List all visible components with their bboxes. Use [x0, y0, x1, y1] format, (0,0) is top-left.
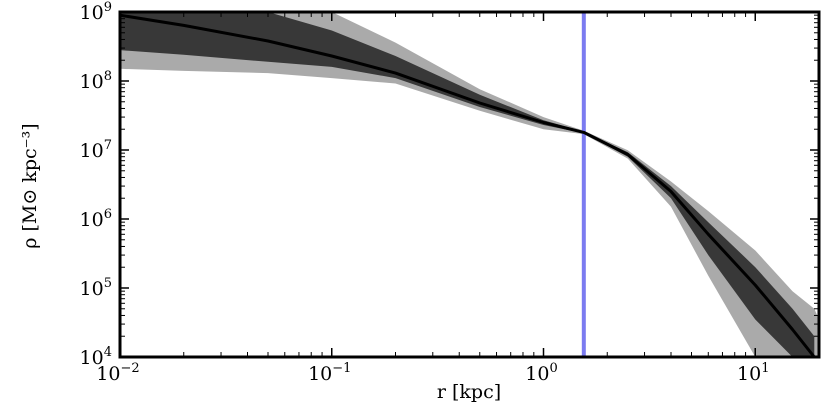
- median-layer: [120, 13, 816, 357]
- y-tick-label: 106: [80, 207, 112, 231]
- confidence-bands: [120, 12, 819, 357]
- x-tick-label: 10−1: [308, 361, 351, 385]
- y-tick-label: 105: [80, 276, 112, 300]
- y-tick-label: 109: [80, 0, 112, 24]
- y-tick-label: 104: [80, 345, 112, 369]
- x-tick-label: 101: [737, 361, 769, 385]
- outer-band: [120, 12, 819, 357]
- inner-band: [120, 12, 815, 357]
- y-tick-label: 108: [80, 69, 112, 93]
- plot-frame: [118, 10, 821, 359]
- y-axis-ticks: 104 105 106 107 108 109: [80, 0, 819, 369]
- y-axis-label: ρ [M⊙ kpc⁻³]: [19, 123, 41, 248]
- x-axis-label: r [kpc]: [437, 381, 501, 403]
- median-line: [120, 13, 816, 357]
- y-tick-label: 107: [80, 138, 112, 162]
- x-tick-label: 10−2: [96, 361, 139, 385]
- x-tick-label: 100: [525, 361, 557, 385]
- x-axis-ticks: 10−2 10−1 100 101: [96, 12, 769, 385]
